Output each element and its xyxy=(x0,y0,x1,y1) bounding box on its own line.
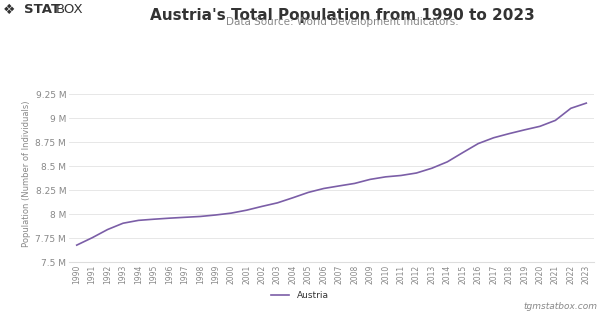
Text: STAT: STAT xyxy=(24,3,60,16)
Text: BOX: BOX xyxy=(56,3,83,16)
Text: tgmstatbox.com: tgmstatbox.com xyxy=(523,302,597,311)
Legend: Austria: Austria xyxy=(268,287,332,303)
Text: ❖: ❖ xyxy=(3,3,16,17)
Text: Data Source: World Development Indicators.: Data Source: World Development Indicator… xyxy=(226,17,458,27)
Y-axis label: Population (Number of Individuals): Population (Number of Individuals) xyxy=(22,100,31,247)
Text: Austria's Total Population from 1990 to 2023: Austria's Total Population from 1990 to … xyxy=(149,8,535,23)
